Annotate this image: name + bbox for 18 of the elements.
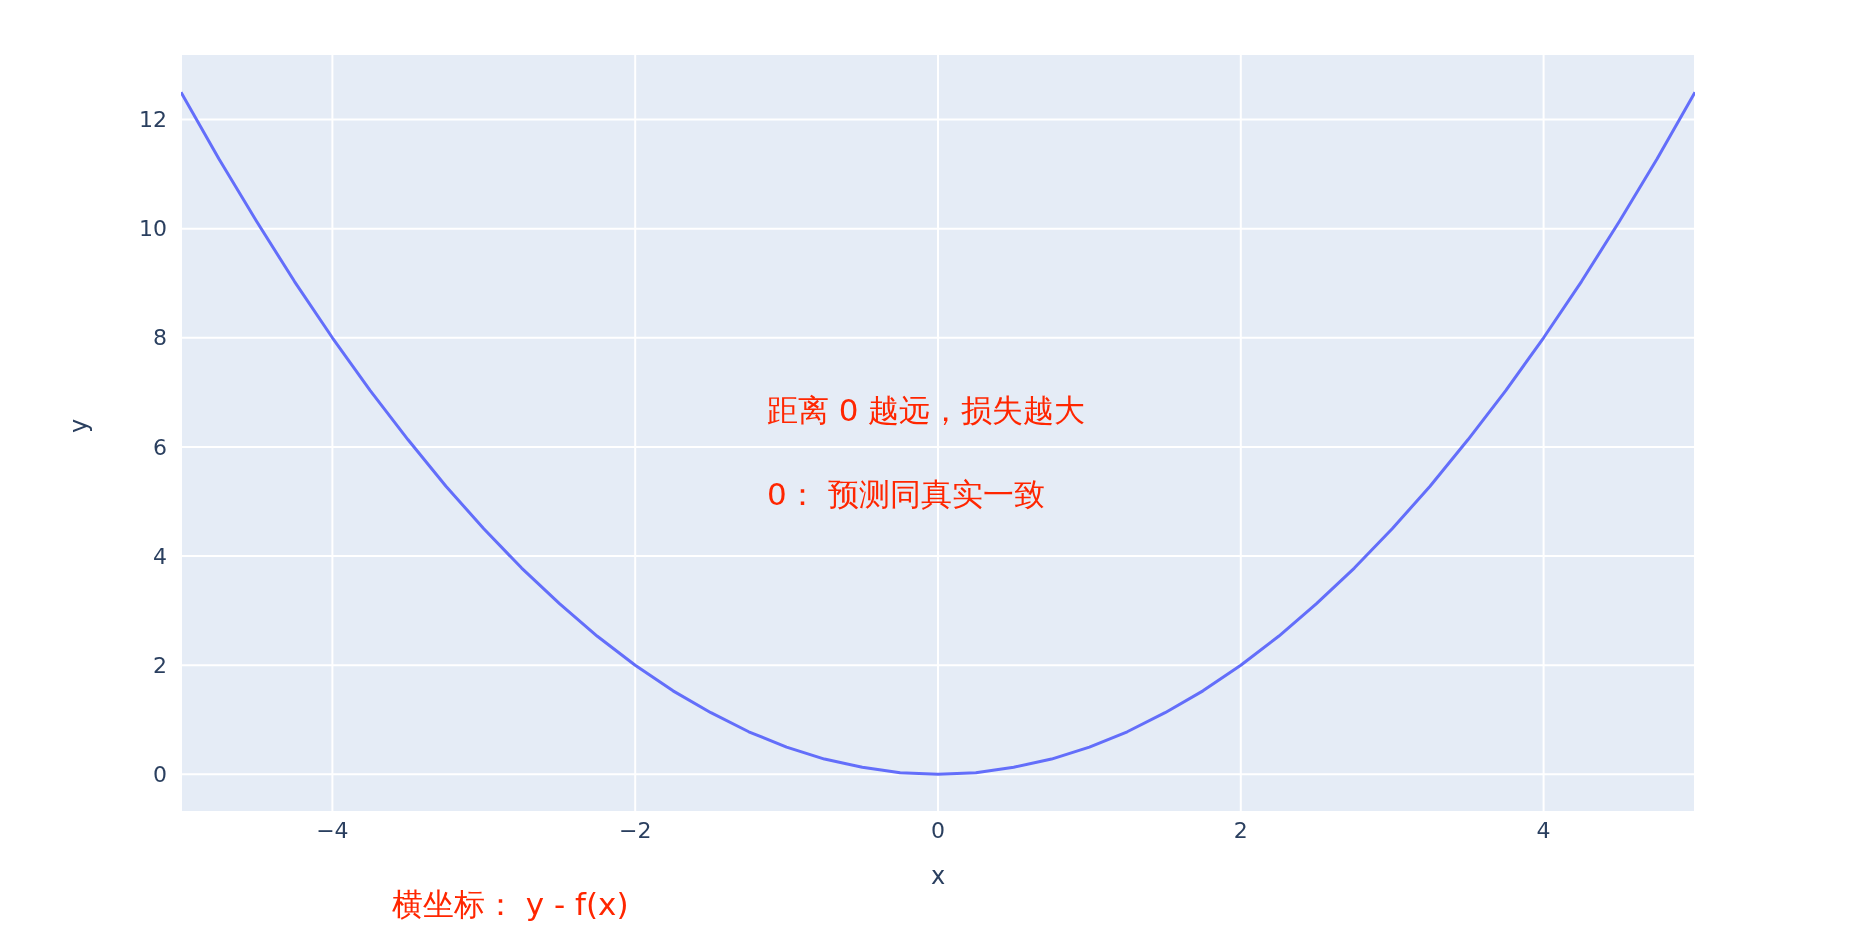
- annotation: 距离 0 越远，损失越大: [767, 391, 1086, 430]
- x-tick-label: −4: [316, 818, 349, 843]
- y-tick-label: 0: [153, 762, 167, 788]
- line-series: [181, 90, 1695, 776]
- y-tick-label: 12: [139, 107, 167, 133]
- text: 横坐标： y - f(x): [392, 885, 629, 924]
- x-tick-label: 0: [931, 818, 945, 843]
- y-tick-label: 8: [153, 325, 167, 351]
- y-axis-title: y: [64, 418, 93, 433]
- y-tick-label: 2: [153, 652, 167, 678]
- y-tick-label: 4: [153, 543, 167, 569]
- x-tick-label: 2: [1233, 818, 1248, 843]
- y-tick-label: 6: [153, 434, 167, 460]
- annotation: 0： 预测同真实一致: [767, 475, 1045, 514]
- x-tick-label: 4: [1536, 818, 1551, 843]
- x-axis-title: x: [930, 862, 946, 890]
- y-tick-label: 10: [139, 216, 167, 242]
- x-tick-label: −2: [618, 818, 652, 843]
